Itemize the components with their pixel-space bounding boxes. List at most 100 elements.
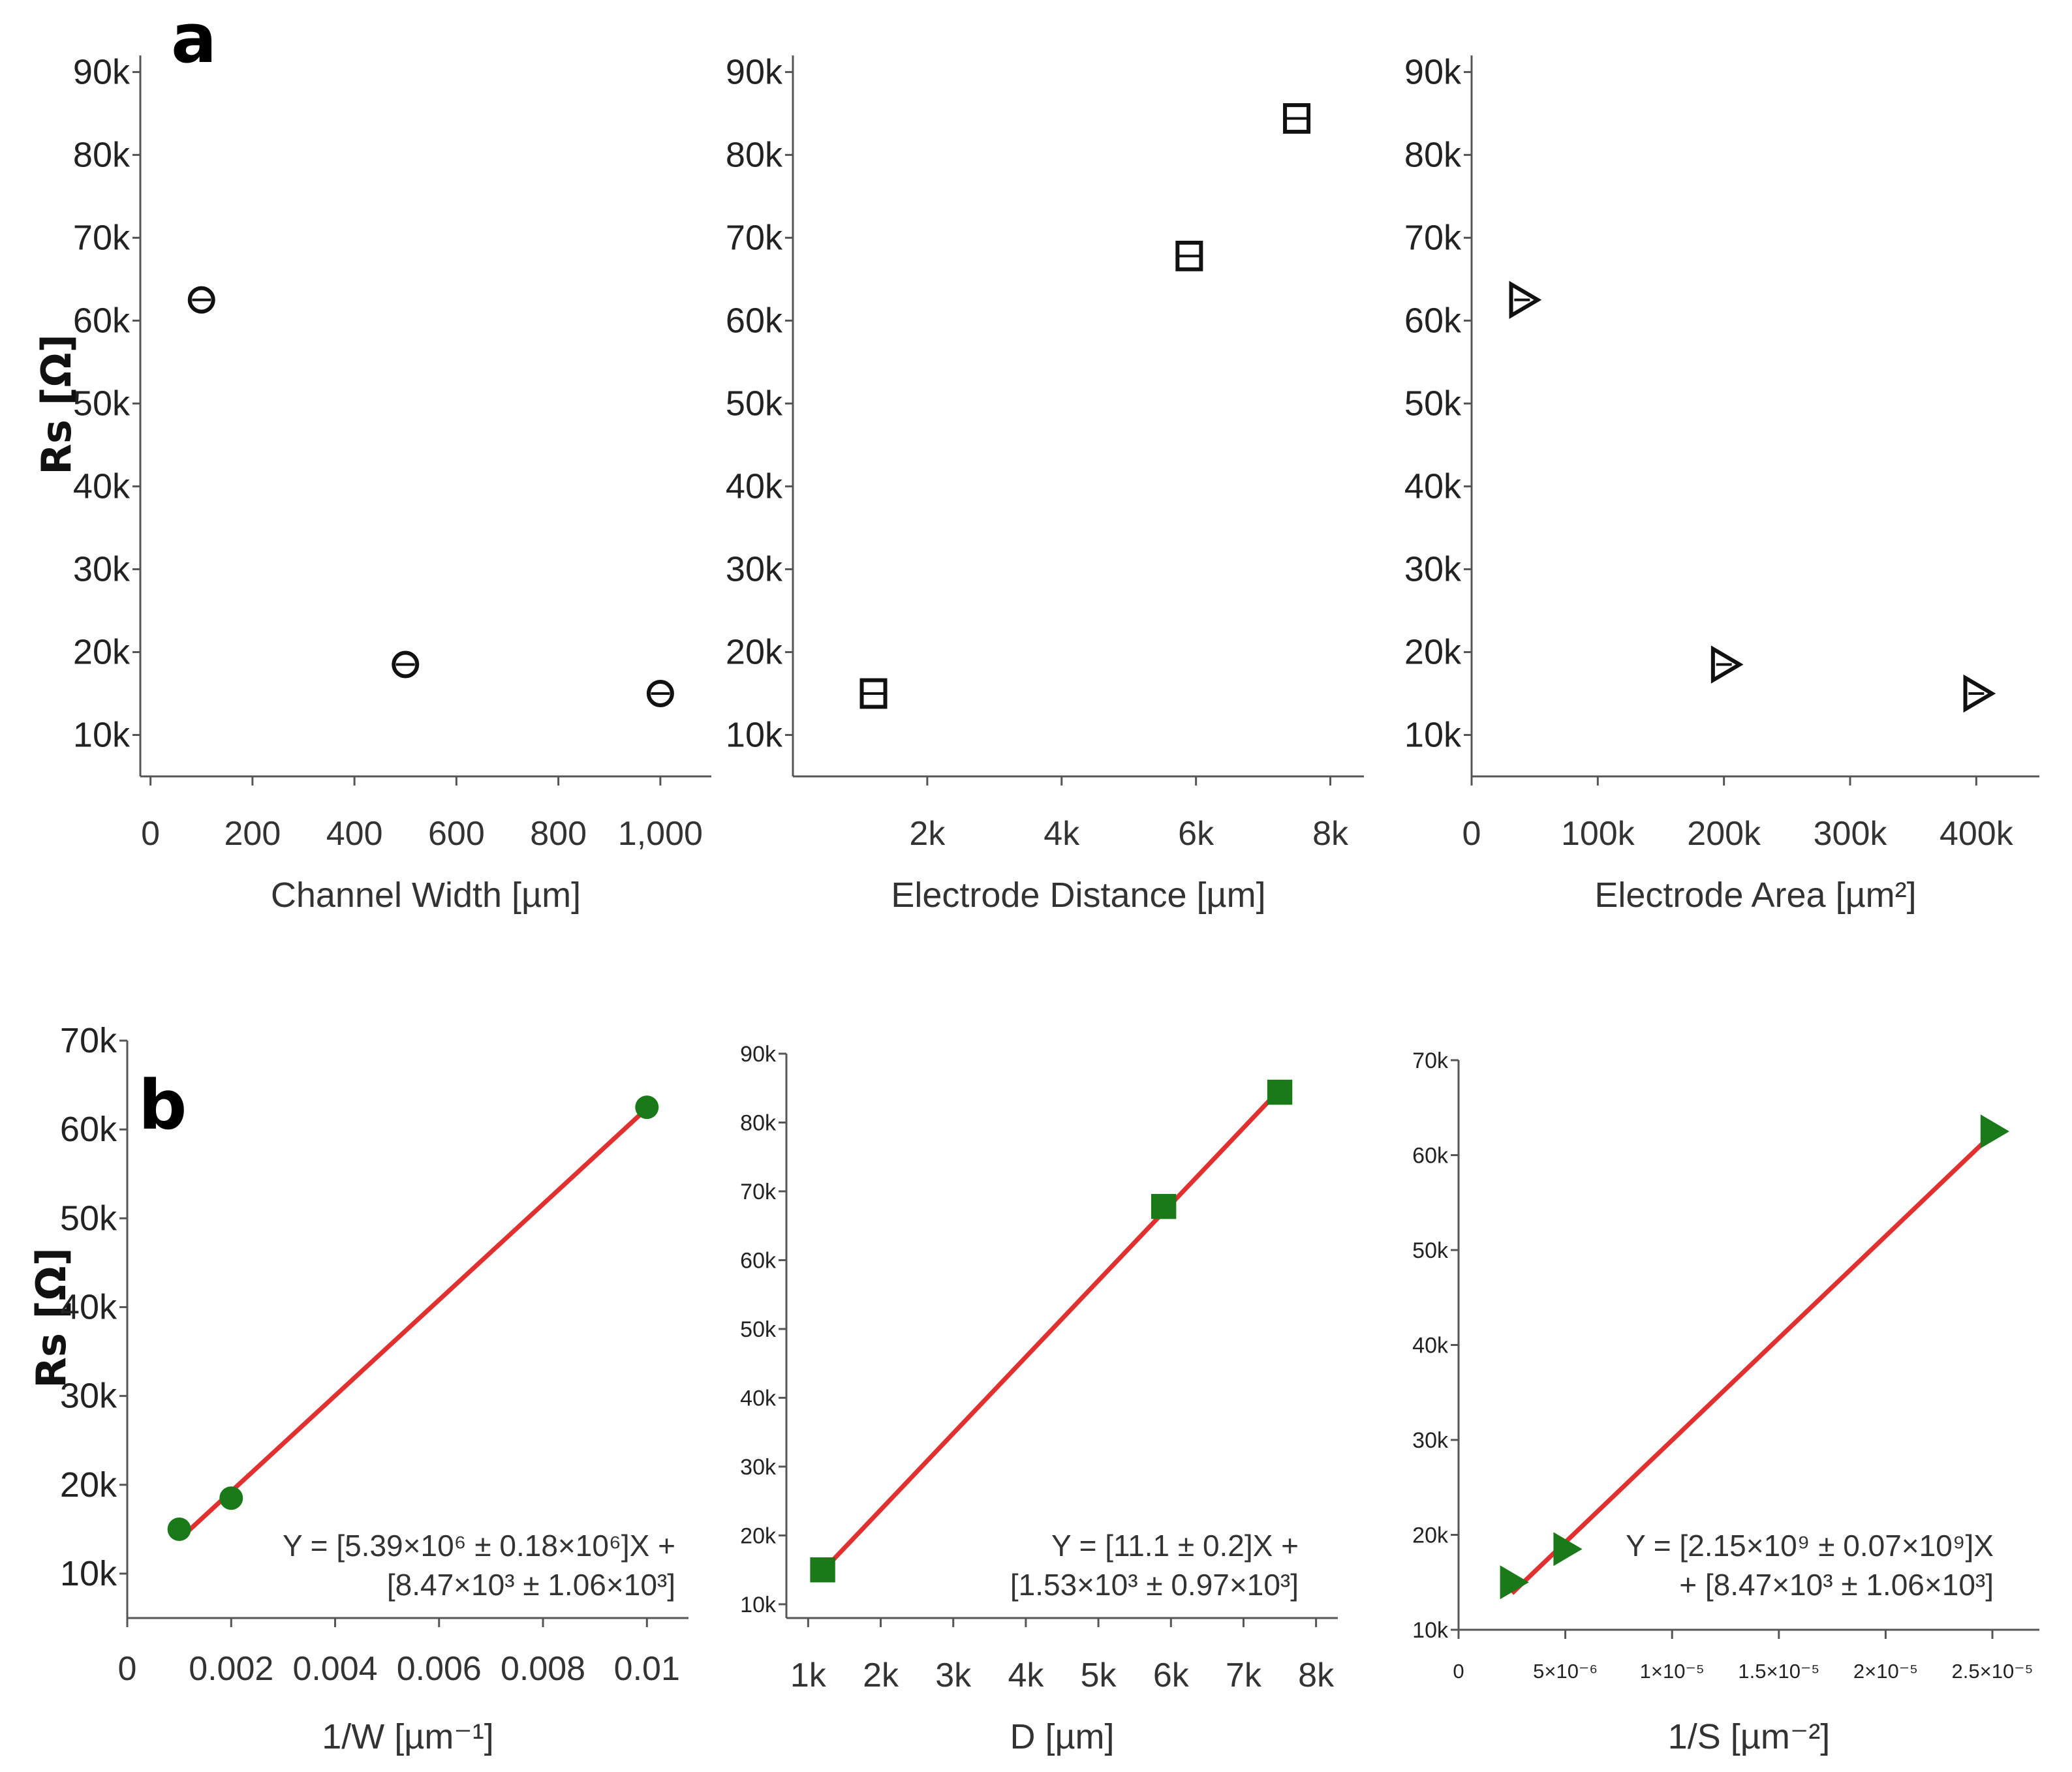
fit-line [1510, 1132, 1994, 1595]
x-axis-title: D [µm] [1010, 1717, 1114, 1756]
x-tick-label: 300k [1814, 815, 1888, 853]
data-point [1509, 281, 1542, 319]
panel-a-y-axis-title: Rs [Ω] [33, 334, 80, 475]
y-tick-label: 30k [740, 1455, 777, 1480]
fit-equation-line: + [8.47×10³ ± 1.06×10³] [1679, 1568, 1994, 1602]
y-tick-label: 10k [73, 715, 131, 754]
x-tick-label: 1.5×10⁻⁵ [1738, 1660, 1819, 1683]
x-tick-label: 2k [909, 815, 946, 853]
y-tick-label: 50k [726, 384, 783, 423]
chart-electrode-distance: 10k 20k 30k 40k 50k 60k 70k 80k 90k 2k 4k 6k 8k Elect… [726, 52, 1364, 915]
y-tick-label: 40k [60, 1287, 117, 1326]
data-point [1175, 240, 1203, 271]
data-point-ring [392, 650, 420, 679]
x-axis-title: 1/S [µm⁻²] [1668, 1717, 1831, 1756]
y-tick-label: 60k [60, 1110, 117, 1149]
y-tick-label: 20k [60, 1465, 117, 1505]
y-tick-label: 70k [1412, 1048, 1449, 1073]
y-tick-label: 20k [726, 632, 783, 671]
y-tick-label: 30k [73, 549, 131, 588]
data-point-ring [646, 679, 674, 707]
x-tick-label: 200 [224, 815, 281, 853]
fit-line [821, 1088, 1282, 1573]
data-point-ring [187, 286, 215, 314]
x-tick-label: 6k [1153, 1657, 1190, 1694]
data-point [1500, 1565, 1529, 1600]
y-tick-label: 30k [1404, 549, 1462, 588]
y-tick-label: 20k [73, 632, 131, 671]
x-tick-label: 100k [1561, 815, 1635, 853]
x-tick-label: 0.004 [292, 1650, 377, 1688]
data-point [219, 1486, 243, 1510]
fit-line [178, 1107, 649, 1541]
y-tick-label: 50k [73, 384, 131, 423]
panel-b-y-axis-title: Rs [Ω] [27, 1247, 75, 1388]
y-tick-label: 40k [1404, 466, 1462, 506]
fit-equation-line: [8.47×10³ ± 1.06×10³] [387, 1568, 675, 1602]
y-tick-label: 90k [1404, 52, 1462, 91]
data-point [1283, 103, 1311, 134]
data-point-outline [1710, 645, 1744, 684]
fit-equation-line: Y = [11.1 ± 0.2]X + [1051, 1529, 1299, 1563]
x-axis-title: Electrode Area [µm²] [1594, 876, 1916, 915]
y-tick-label: 70k [60, 1021, 117, 1060]
x-tick-label: 400 [326, 815, 383, 853]
chart-distance-fit: 10k 20k 30k 40k 50k 60k 70k 80k 90k 1k 2k 3k 4k 5k 6k 7… [740, 1042, 1338, 1756]
data-point [1553, 1532, 1583, 1566]
x-tick-label: 1,000 [618, 815, 703, 853]
y-tick-label: 10k [60, 1554, 117, 1593]
x-tick-label: 0 [1453, 1660, 1464, 1683]
x-tick-label: 6k [1178, 815, 1214, 853]
data-point [167, 1517, 191, 1541]
y-tick-label: 40k [1412, 1334, 1449, 1358]
fit-equation-line: [1.53×10³ ± 0.97×10³] [1010, 1568, 1299, 1602]
x-tick-label: 4k [1008, 1657, 1044, 1694]
chart-inverse-area-fit: 10k 20k 30k 40k 50k 60k 70k 0 5×10⁻⁶ 1×10⁻⁵ 1.5×10… [1412, 1048, 2039, 1756]
y-tick-label: 10k [1404, 715, 1462, 754]
fit-equation-line: Y = [5.39×10⁶ ± 0.18×10⁶]X + [283, 1529, 675, 1563]
panel-b-label: b [138, 1065, 187, 1145]
y-tick-label: 40k [726, 466, 783, 506]
chart-channel-width: 10k 20k 30k 40k 50k 60k 70k 80k 90k 0 200 400 600 800… [73, 52, 711, 915]
data-point-outline [1963, 674, 1996, 713]
y-tick-label: 60k [73, 301, 131, 340]
data-point [1151, 1193, 1177, 1219]
x-tick-label: 0.01 [614, 1650, 680, 1688]
panel-a-label: a [171, 0, 217, 78]
x-tick-label: 1k [790, 1657, 827, 1694]
y-tick-label: 10k [1412, 1618, 1449, 1643]
x-tick-label: 4k [1044, 815, 1080, 853]
x-tick-label: 5×10⁻⁶ [1533, 1660, 1598, 1683]
data-point [859, 678, 888, 709]
x-tick-label: 600 [428, 815, 485, 853]
y-tick-label: 20k [740, 1523, 777, 1548]
y-tick-label: 50k [1412, 1238, 1449, 1263]
x-tick-label: 0 [1462, 815, 1481, 853]
y-tick-label: 60k [740, 1248, 777, 1273]
y-tick-label: 80k [73, 135, 131, 174]
y-tick-label: 80k [740, 1110, 777, 1135]
y-tick-label: 80k [1404, 135, 1462, 174]
y-tick-label: 60k [1404, 301, 1462, 340]
y-tick-label: 50k [1404, 384, 1462, 423]
x-tick-label: 0.008 [501, 1650, 585, 1688]
x-tick-label: 8k [1298, 1657, 1335, 1694]
y-tick-label: 70k [1404, 218, 1462, 257]
x-tick-label: 0.006 [397, 1650, 482, 1688]
x-axis-title: Electrode Distance [µm] [891, 876, 1265, 915]
chart-inverse-width-fit: 10k 20k 30k 40k 50k 60k 70k 0 0.002 0.004 0.006 0.0… [60, 1021, 688, 1756]
y-tick-label: 90k [73, 52, 131, 91]
x-tick-label: 5k [1081, 1657, 1117, 1694]
data-point [646, 679, 674, 707]
x-tick-label: 0 [118, 1650, 137, 1688]
data-point [187, 286, 215, 314]
data-point [1267, 1079, 1293, 1105]
y-tick-label: 90k [726, 52, 783, 91]
data-point [1980, 1114, 2010, 1149]
x-tick-label: 3k [935, 1657, 972, 1694]
x-tick-label: 2k [863, 1657, 899, 1694]
x-axis-title: Channel Width [µm] [271, 876, 581, 915]
data-point [1710, 645, 1744, 684]
chart-electrode-area: 10k 20k 30k 40k 50k 60k 70k 80k 90k 0 100k 200k 300k… [1404, 52, 2039, 915]
y-tick-label: 50k [740, 1317, 777, 1342]
